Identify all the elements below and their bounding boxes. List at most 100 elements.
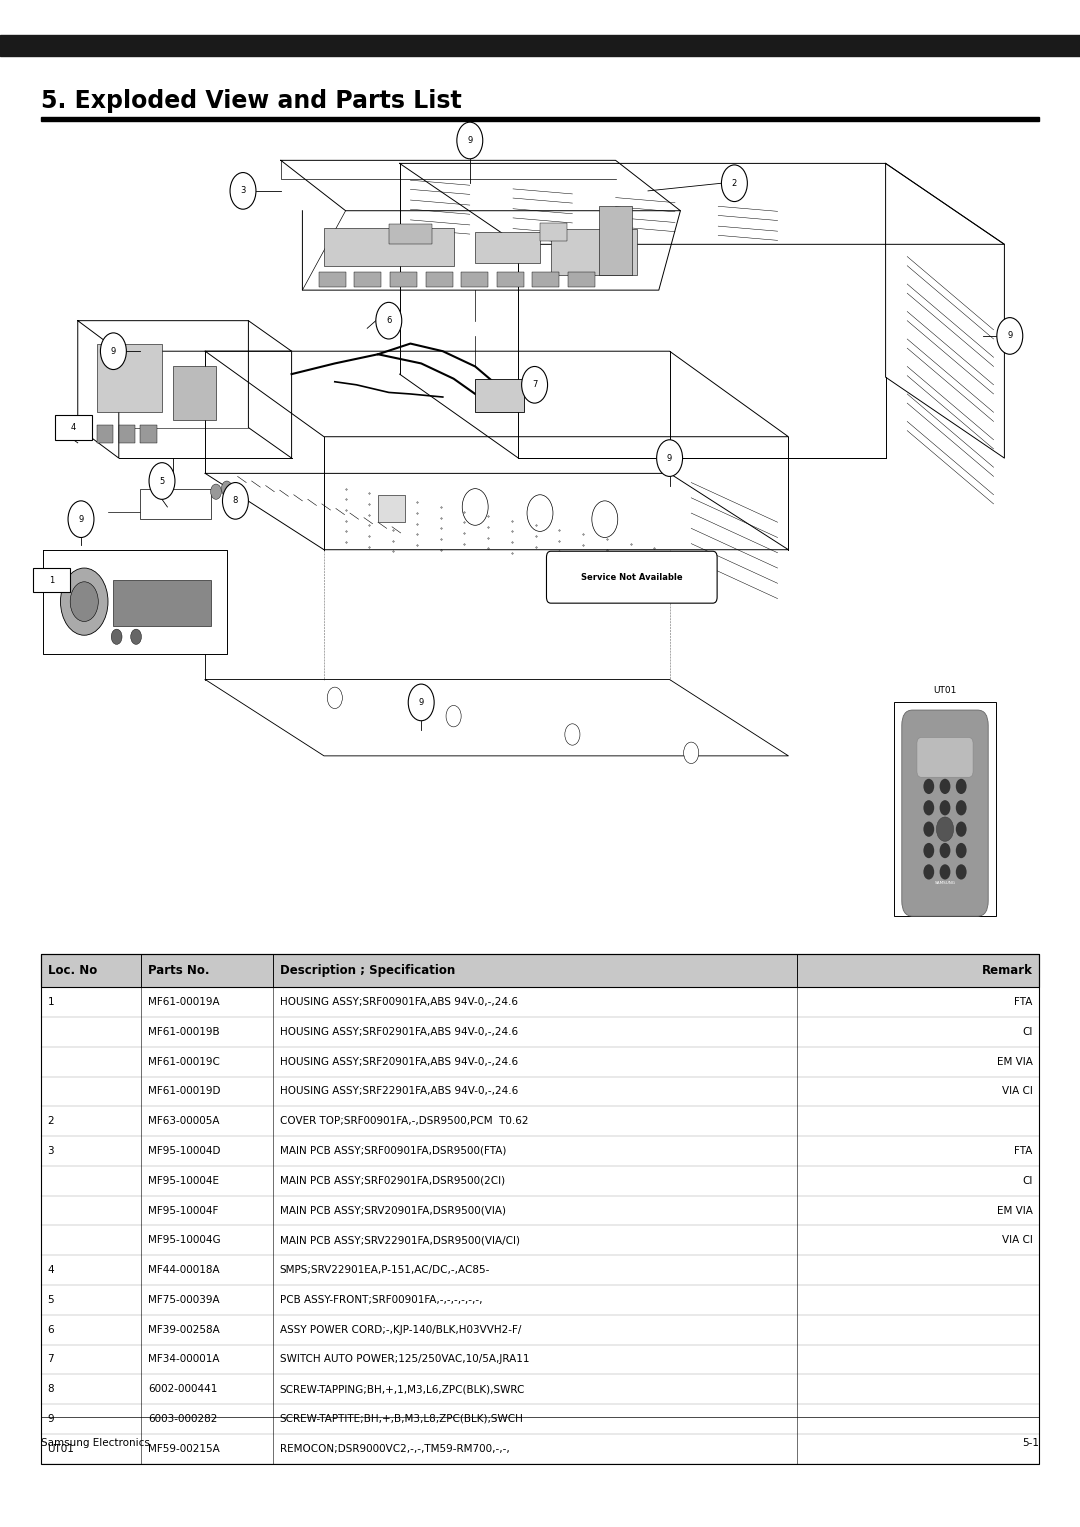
Text: 3: 3 (241, 186, 245, 195)
Bar (475, 379, 524, 412)
Circle shape (100, 333, 126, 370)
Bar (97, 425, 113, 443)
Bar (461, 272, 488, 287)
Text: MF95-10004D: MF95-10004D (148, 1145, 220, 1156)
Text: MF59-00215A: MF59-00215A (148, 1443, 219, 1454)
Text: MF75-00039A: MF75-00039A (148, 1295, 219, 1306)
Bar (390, 272, 417, 287)
Text: Description ; Specification: Description ; Specification (280, 964, 455, 977)
Text: SCREW-TAPTITE;BH,+,B,M3,L8,ZPC(BLK),SWCH: SCREW-TAPTITE;BH,+,B,M3,L8,ZPC(BLK),SWCH (280, 1414, 524, 1425)
Text: Samsung Electronics: Samsung Electronics (41, 1438, 150, 1448)
Bar (113, 580, 211, 626)
Text: Loc. No: Loc. No (48, 964, 97, 977)
Circle shape (60, 568, 108, 635)
Text: Remark: Remark (982, 964, 1032, 977)
Bar (41, 954, 1039, 988)
Text: MAIN PCB ASSY;SRF02901FA,DSR9500(2CI): MAIN PCB ASSY;SRF02901FA,DSR9500(2CI) (280, 1176, 504, 1186)
Text: 1: 1 (50, 576, 54, 585)
Text: Service Not Available: Service Not Available (581, 573, 683, 582)
Circle shape (230, 173, 256, 209)
Bar (173, 366, 216, 420)
Text: VIA CI: VIA CI (1001, 1235, 1032, 1246)
Text: FTA: FTA (1014, 997, 1032, 1008)
Text: 9: 9 (667, 454, 672, 463)
Text: REMOCON;DSR9000VC2,-,-,TM59-RM700,-,-,: REMOCON;DSR9000VC2,-,-,TM59-RM700,-,-, (280, 1443, 510, 1454)
Circle shape (997, 318, 1023, 354)
Bar (532, 272, 559, 287)
Circle shape (936, 817, 954, 841)
Bar (140, 489, 211, 519)
Text: FTA: FTA (1014, 1145, 1032, 1156)
Bar (140, 425, 157, 443)
Circle shape (956, 864, 967, 880)
Circle shape (68, 501, 94, 538)
Text: 4: 4 (71, 423, 76, 432)
Circle shape (565, 724, 580, 745)
Text: EM VIA: EM VIA (997, 1205, 1032, 1215)
Text: 9: 9 (79, 515, 83, 524)
Circle shape (211, 484, 221, 499)
Bar (599, 206, 632, 275)
Text: MF95-10004E: MF95-10004E (148, 1176, 219, 1186)
Text: UT01: UT01 (933, 686, 957, 695)
Circle shape (923, 800, 934, 815)
Text: MF63-00005A: MF63-00005A (148, 1116, 219, 1127)
Bar (0, 35, 1080, 56)
Bar (55, 415, 92, 440)
Text: MAIN PCB ASSY;SRV20901FA,DSR9500(VIA): MAIN PCB ASSY;SRV20901FA,DSR9500(VIA) (280, 1205, 505, 1215)
Circle shape (131, 629, 141, 644)
Bar (894, 702, 996, 916)
Circle shape (657, 440, 683, 476)
Text: 6003-000282: 6003-000282 (148, 1414, 217, 1425)
Bar (41, 954, 1039, 1463)
Circle shape (956, 843, 967, 858)
Text: 2: 2 (48, 1116, 54, 1127)
Bar (426, 272, 453, 287)
Text: 5: 5 (160, 476, 164, 486)
Text: MF95-10004G: MF95-10004G (148, 1235, 220, 1246)
Bar (354, 272, 381, 287)
Text: 9: 9 (48, 1414, 54, 1425)
Circle shape (684, 742, 699, 764)
FancyBboxPatch shape (917, 738, 973, 777)
Bar (119, 425, 135, 443)
Bar (389, 224, 432, 244)
Bar (378, 495, 405, 522)
Circle shape (149, 463, 175, 499)
Text: ASSY POWER CORD;-,KJP-140/BLK,H03VVH2-F/: ASSY POWER CORD;-,KJP-140/BLK,H03VVH2-F/ (280, 1324, 521, 1335)
Bar (97, 344, 162, 412)
Text: MF61-00019B: MF61-00019B (148, 1026, 219, 1037)
Text: MF61-00019C: MF61-00019C (148, 1057, 220, 1067)
Text: 6: 6 (48, 1324, 54, 1335)
Text: CI: CI (1022, 1176, 1032, 1186)
Text: 4: 4 (48, 1264, 54, 1275)
Circle shape (522, 366, 548, 403)
Circle shape (408, 684, 434, 721)
Circle shape (222, 483, 248, 519)
Circle shape (940, 779, 950, 794)
Text: MF39-00258A: MF39-00258A (148, 1324, 219, 1335)
Text: 5: 5 (48, 1295, 54, 1306)
Bar (540, 223, 567, 241)
Text: MAIN PCB ASSY;SRV22901FA,DSR9500(VIA/CI): MAIN PCB ASSY;SRV22901FA,DSR9500(VIA/CI) (280, 1235, 519, 1246)
Text: MF34-00001A: MF34-00001A (148, 1354, 219, 1365)
Text: 6002-000441: 6002-000441 (148, 1383, 217, 1394)
Text: MF61-00019D: MF61-00019D (148, 1086, 220, 1096)
Text: 7: 7 (48, 1354, 54, 1365)
Text: SWITCH AUTO POWER;125/250VAC,10/5A,JRA11: SWITCH AUTO POWER;125/250VAC,10/5A,JRA11 (280, 1354, 529, 1365)
Circle shape (923, 843, 934, 858)
Text: 2: 2 (732, 179, 737, 188)
Text: SAMSUNG: SAMSUNG (934, 881, 956, 884)
Circle shape (721, 165, 747, 202)
Bar (33, 568, 70, 592)
Circle shape (221, 481, 232, 496)
Text: UT01: UT01 (48, 1443, 75, 1454)
Circle shape (111, 629, 122, 644)
Text: MF61-00019A: MF61-00019A (148, 997, 219, 1008)
Text: EM VIA: EM VIA (997, 1057, 1032, 1067)
Circle shape (940, 800, 950, 815)
Text: MAIN PCB ASSY;SRF00901FA,DSR9500(FTA): MAIN PCB ASSY;SRF00901FA,DSR9500(FTA) (280, 1145, 507, 1156)
Bar (475, 232, 540, 263)
Text: PCB ASSY-FRONT;SRF00901FA,-,-,-,-,-,-,: PCB ASSY-FRONT;SRF00901FA,-,-,-,-,-,-, (280, 1295, 483, 1306)
Text: HOUSING ASSY;SRF00901FA,ABS 94V-0,-,24.6: HOUSING ASSY;SRF00901FA,ABS 94V-0,-,24.6 (280, 997, 517, 1008)
